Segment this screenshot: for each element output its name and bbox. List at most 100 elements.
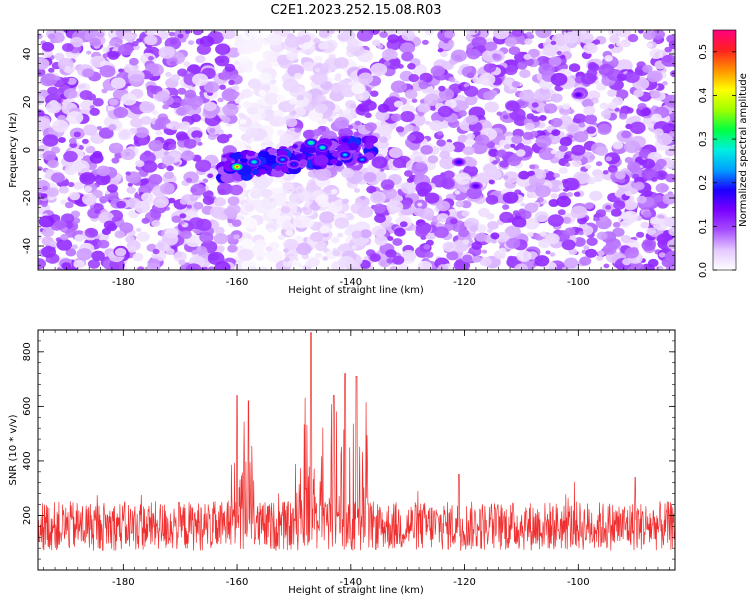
heatmap-cell [99,196,109,204]
heatmap-cell [534,255,550,267]
heatmap-cell [159,182,175,195]
heatmap-cell [311,72,328,86]
heatmap-cell [492,53,499,59]
heatmap-cell [651,177,658,182]
heatmap-cell [288,98,298,105]
heatmap-cell [614,171,626,180]
heatmap-cell [298,190,313,202]
heatmap-cell [547,214,564,227]
heatmap-cell [250,265,256,270]
colorbar: 0.0 0.1 0.2 0.3 0.4 0.5 Normalized spectral a… [698,29,749,278]
heatmap-hotspot [360,158,364,161]
heatmap-cell [309,195,317,200]
heatmap-cell [550,40,557,46]
heatmap-cell [38,67,46,77]
heatmap-cell [505,237,521,249]
heatmap-cell [538,115,547,121]
colorbar-tick-label: 0.3 [698,131,709,147]
heatmap-cell [341,137,350,143]
heatmap-cell [310,231,323,242]
heatmap-cell [484,41,498,52]
heatmap-cell [127,245,137,253]
heatmap-cell [343,108,351,115]
heatmap-cell [642,64,653,73]
heatmap-cell [67,77,77,86]
heatmap-cell [170,74,181,82]
heatmap-cell [664,46,672,53]
heatmap-cell [284,35,301,48]
heatmap-cell [87,259,101,269]
heatmap-cell [47,33,56,40]
heatmap-cell [290,110,297,115]
heatmap-cell [512,30,524,37]
heatmap-cell [636,231,645,238]
heatmap-cell [162,104,170,110]
heatmap-cell [330,188,338,195]
heatmap-cell [222,30,236,40]
heatmap-cell [82,138,89,144]
heatmap-cell [346,38,360,48]
heatmap-cell [387,34,400,44]
heatmap-cell [437,48,444,53]
heatmap-cell [655,170,668,181]
heatmap-cell [84,30,99,38]
heatmap-cell [293,72,303,80]
heatmap-cell [538,239,551,249]
heatmap-cell [665,173,675,183]
heatmap-cell [54,219,67,230]
heatmap-cell [256,99,263,105]
heatmap-cell [103,220,116,230]
heatmap-cell [429,120,444,132]
heatmap-cell [478,207,490,218]
heatmap-cell [42,134,59,147]
heatmap-cell [347,224,357,232]
heatmap-cell [423,93,440,107]
heatmap-cell [615,59,633,72]
heatmap-hotspot [343,153,347,156]
heatmap-cell [534,185,552,198]
heatmap-cell [152,195,169,208]
heatmap-cell [173,251,187,262]
heatmap-cell [387,236,394,241]
heatmap-cell [209,206,224,218]
heatmap-cell [94,173,111,186]
heatmap-cell [60,233,69,241]
heatmap-cell [668,226,675,237]
heatmap-cell [595,161,603,167]
heatmap-cell [136,227,142,232]
heatmap-cell [85,145,96,154]
heatmap-cell [243,217,258,229]
heatmap-cell [638,30,644,34]
heatmap-cell [272,116,286,127]
heatmap-cell [61,262,72,270]
heatmap-cell [73,259,85,269]
heatmap-cell [91,250,105,261]
heatmap-cell [266,249,284,263]
heatmap-cell [351,83,366,95]
heatmap-cell [545,250,551,255]
heatmap-cell [462,254,473,263]
heatmap-cell [247,30,260,37]
heatmap-cell [377,103,390,113]
heatmap-cell [550,93,563,103]
heatmap-cell [461,200,472,209]
heatmap-cell [423,244,431,250]
heatmap-cell [295,153,302,159]
heatmap-cell [347,142,359,151]
heatmap-cell [214,261,231,270]
heatmap-cell [135,160,145,168]
heatmap-cell [138,138,149,146]
heatmap-cell [38,58,50,70]
heatmap-cell [408,74,420,83]
heatmap-cell [469,225,479,232]
heatmap-cell [358,72,374,85]
heatmap-cell [238,55,250,64]
heatmap-cell [45,258,52,263]
colorbar-tick-label: 0.5 [698,44,709,60]
heatmap-cell [499,211,514,223]
heatmap-cell [181,150,195,161]
heatmap-cell [49,240,58,248]
heatmap-cell [64,165,77,176]
heatmap-cell [177,87,187,95]
heatmap-cell [69,191,81,201]
